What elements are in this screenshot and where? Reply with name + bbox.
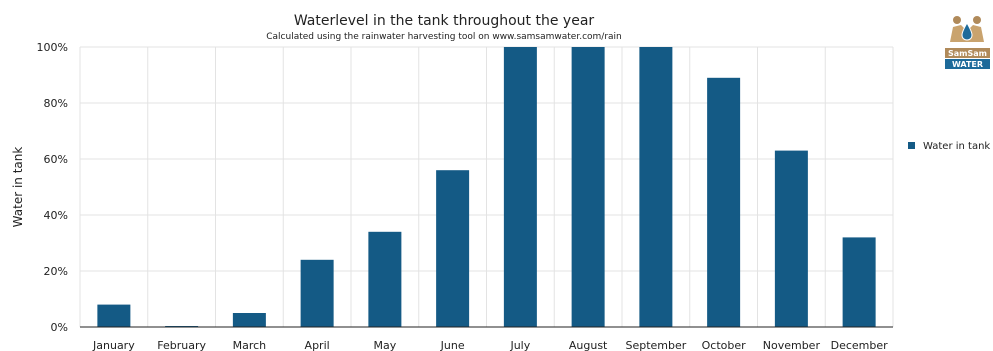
- y-ticks: 0% 20% 40% 60% 80% 100%: [37, 41, 68, 334]
- x-tick-label: July: [509, 339, 530, 351]
- x-ticks: January February March April May June July Augu…: [92, 339, 888, 351]
- x-tick-label: February: [157, 339, 206, 351]
- x-tick-label: January: [92, 339, 135, 351]
- bar-april: [300, 259, 334, 327]
- y-axis-label: Water in tank: [11, 147, 25, 228]
- logo-banner-top: [945, 48, 990, 58]
- logo-banner-bottom: [945, 59, 990, 69]
- logo-figure-right: [973, 16, 981, 24]
- y-tick-label: 60%: [44, 153, 68, 166]
- bar-may: [368, 231, 402, 327]
- x-tick-label: August: [569, 339, 608, 351]
- x-tick-label: April: [305, 339, 330, 351]
- bar-july: [503, 47, 537, 327]
- x-tick-label: March: [233, 339, 267, 351]
- y-tick-label: 100%: [37, 41, 68, 54]
- legend-swatch: [908, 142, 915, 149]
- bar-august: [571, 47, 605, 327]
- chart-title: Waterlevel in the tank throughout the ye…: [294, 13, 595, 29]
- gridlines: [79, 46, 894, 327]
- logo-text-line2: WATER: [952, 60, 983, 69]
- chart-subtitle: Calculated using the rainwater harvestin…: [266, 32, 622, 42]
- bar-march: [232, 313, 266, 327]
- bars: [97, 47, 876, 327]
- x-tick-label: May: [374, 339, 397, 351]
- logo-figure-left: [953, 16, 961, 24]
- bar-june: [436, 170, 470, 327]
- x-tick-label: December: [831, 339, 889, 351]
- bar-october: [707, 77, 741, 327]
- x-tick-label: September: [625, 339, 686, 351]
- bar-december: [842, 237, 876, 327]
- x-tick-label: June: [440, 339, 465, 351]
- water-drop-icon: [961, 21, 973, 41]
- y-tick-label: 20%: [44, 265, 68, 278]
- y-tick-label: 80%: [44, 97, 68, 110]
- legend-label: Water in tank: [923, 141, 990, 152]
- y-tick-label: 0%: [51, 321, 68, 334]
- bar-september: [639, 47, 673, 327]
- samsamwater-logo: SamSam WATER: [945, 16, 990, 69]
- bar-january: [97, 304, 131, 327]
- legend: Water in tank: [908, 141, 990, 152]
- bar-november: [774, 150, 808, 327]
- y-tick-label: 40%: [44, 209, 68, 222]
- x-tick-label: October: [702, 339, 746, 351]
- logo-text-line1: SamSam: [948, 49, 987, 58]
- x-tick-label: November: [763, 339, 821, 351]
